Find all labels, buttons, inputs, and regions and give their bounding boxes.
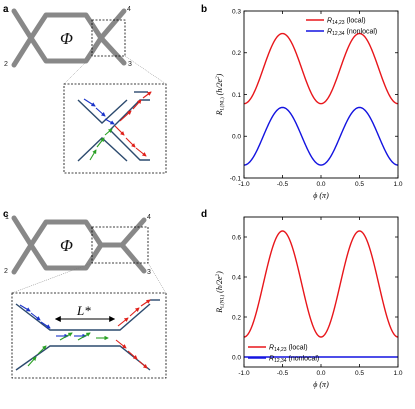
blue-edge-arrow — [19, 304, 31, 312]
terminal-2-a: 2 — [4, 61, 8, 68]
red-edge-arrow — [132, 99, 142, 110]
blue-edge-arrow — [95, 107, 106, 117]
x-tick-label: -1.0 — [238, 181, 250, 188]
chart-d: d -1.0 -0.5 0.0 0.5 1.0 0.0 0.2 0.4 0.6 R14,23 (… — [201, 209, 403, 389]
inset-arrows-c — [19, 299, 151, 369]
green-edge-arrow — [96, 137, 105, 148]
legend-entry: R14,23 (local) — [327, 18, 366, 27]
zoom-line-left-c — [11, 262, 93, 294]
device-a — [11, 8, 127, 68]
red-edge-arrow — [114, 125, 125, 136]
panel-label-d: d — [201, 209, 207, 220]
x-tick-label: 0.5 — [355, 370, 364, 377]
plot-frame — [243, 216, 399, 368]
y-tick-label: 0.0 — [232, 354, 241, 361]
x-tick-label: -0.5 — [277, 181, 289, 188]
x-tick-label: 0.0 — [316, 181, 325, 188]
green-edge-arrow — [77, 332, 91, 341]
terminal-3-c: 3 — [147, 269, 151, 276]
series-line — [243, 106, 399, 166]
y-tick-label: 0.6 — [232, 234, 241, 241]
plot-frame — [243, 10, 399, 179]
green-edge-arrow — [27, 356, 37, 367]
terminal-1-c: 1 — [5, 214, 9, 221]
blue-edge-arrow — [30, 312, 41, 321]
x-tick-label: 0.5 — [355, 181, 364, 188]
red-edge-arrow — [125, 137, 136, 148]
red-edge-arrow — [119, 110, 132, 122]
zoom-box-a — [91, 19, 126, 57]
terminal-4-a: 4 — [127, 6, 131, 13]
red-edge-arrow — [115, 339, 127, 349]
panel-label-c: c — [3, 209, 9, 220]
y-tick-label: 0.2 — [232, 314, 241, 321]
blue-edge-arrow — [40, 321, 51, 329]
blue-edge-arrow — [104, 118, 115, 125]
red-edge-arrow — [129, 307, 140, 317]
x-tick-label: -0.5 — [277, 370, 289, 377]
inset-arrows-a — [83, 91, 152, 161]
panel-label-a: a — [3, 4, 9, 15]
legend-entry: R12,34 (nonlocal) — [269, 356, 319, 365]
y-tick-label: 0.0 — [232, 134, 241, 141]
terminal-2-c: 2 — [4, 268, 8, 275]
x-axis-label: ϕ (π) — [313, 191, 329, 200]
green-edge-arrow — [89, 149, 97, 161]
y-tick-label: -0.1 — [230, 175, 242, 182]
terminal-3-a: 3 — [128, 61, 132, 68]
y-tick-label: 0.4 — [232, 274, 241, 281]
red-edge-arrow — [135, 147, 147, 157]
y-tick-label: 0.2 — [232, 50, 241, 57]
series-line — [243, 32, 399, 105]
panel-label-b: b — [201, 4, 207, 15]
zoom-line-right-c — [147, 262, 167, 294]
zoom-line-right-a — [124, 55, 167, 85]
red-edge-arrow — [140, 299, 151, 307]
red-edge-arrow — [117, 317, 129, 327]
x-tick-label: 0.0 — [316, 370, 325, 377]
length-label: L* — [76, 303, 91, 318]
panel-a: a Φ 1 2 3 4 — [3, 4, 167, 174]
y-tick-label: 0.3 — [232, 8, 241, 15]
flux-symbol-c: Φ — [60, 236, 73, 255]
red-edge-arrow — [142, 91, 152, 99]
x-axis-label: ϕ (π) — [313, 380, 329, 389]
y-axis-label: RL(NL) (h/2e2) — [215, 271, 226, 314]
blue-edge-arrow — [83, 98, 96, 107]
series-line — [243, 230, 399, 338]
legend-entry: R14,23 (local) — [269, 345, 308, 354]
legend-entry: R12,34 (nonlocal) — [327, 29, 377, 38]
chart-b: b -1.0 -0.5 0.0 0.5 1.0 -0.1 0.0 0.1 0.2 0.3 R14,… — [201, 4, 403, 200]
terminal-1-a: 1 — [5, 7, 9, 14]
red-edge-arrow — [127, 350, 138, 360]
flux-symbol-a: Φ — [60, 29, 73, 48]
red-edge-arrow — [138, 360, 148, 369]
green-edge-arrow — [37, 345, 47, 355]
x-tick-label: 1.0 — [393, 370, 402, 377]
panel-c: c Φ 1 2 3 4 L* — [3, 209, 167, 379]
green-edge-arrow — [59, 332, 73, 341]
y-axis-label: RL(NL) (h/2e2) — [215, 73, 226, 116]
zoom-box-c — [91, 226, 149, 264]
inset-edges-a — [77, 91, 150, 162]
x-tick-label: 1.0 — [393, 181, 402, 188]
zoom-line-left-a — [63, 55, 93, 85]
terminal-4-c: 4 — [147, 214, 151, 221]
device-c — [11, 215, 147, 275]
green-edge-arrow — [104, 128, 113, 136]
x-tick-label: -1.0 — [238, 370, 250, 377]
y-tick-label: 0.1 — [232, 92, 241, 99]
